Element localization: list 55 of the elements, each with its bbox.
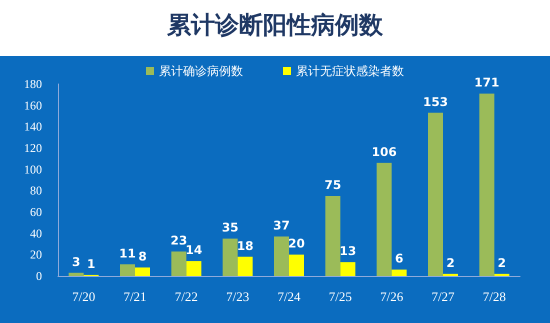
x-tick-label: 7/22 (174, 289, 198, 304)
data-label: 13 (339, 244, 356, 258)
x-tick-label: 7/21 (123, 289, 147, 304)
bar (376, 162, 392, 276)
bar (325, 196, 340, 276)
data-label: 18 (236, 238, 254, 253)
y-tick-label: 140 (24, 120, 42, 134)
y-tick-label: 120 (24, 141, 42, 155)
x-tick-label: 7/26 (380, 289, 404, 304)
data-label: 153 (422, 94, 448, 109)
data-label: 3 (72, 254, 80, 269)
bar (68, 272, 84, 276)
bar (135, 267, 150, 276)
data-label: 2 (498, 256, 506, 270)
data-label: 11 (119, 246, 136, 260)
data-label: 23 (170, 233, 188, 248)
y-tick-label: 20 (30, 248, 42, 262)
bar (274, 236, 289, 276)
x-tick-label: 7/28 (482, 289, 506, 304)
bar (222, 238, 238, 276)
x-tick-label: 7/25 (328, 289, 352, 304)
legend-label: 累计无症状感染者数 (296, 64, 404, 78)
bar (392, 270, 407, 276)
bar (340, 262, 356, 276)
x-tick-label: 7/24 (277, 289, 302, 304)
bar (171, 251, 186, 276)
bar (479, 94, 494, 276)
data-label: 35 (222, 220, 239, 235)
y-tick-label: 180 (24, 77, 42, 91)
chart-title: 累计诊断阳性病例数 (166, 11, 384, 39)
bar (120, 264, 135, 276)
x-tick-label: 7/27 (431, 289, 456, 304)
x-tick-label: 7/20 (72, 289, 96, 304)
y-tick-label: 60 (30, 205, 42, 219)
data-label: 37 (273, 218, 290, 233)
data-label: 106 (372, 144, 397, 159)
legend-label: 累计确诊病例数 (159, 64, 243, 78)
x-tick-label: 7/23 (226, 289, 250, 304)
bar (186, 261, 202, 276)
data-label: 2 (446, 256, 455, 270)
data-label: 171 (474, 76, 500, 90)
bar (428, 112, 443, 276)
data-label: 8 (138, 249, 147, 264)
data-label: 20 (288, 236, 305, 251)
data-label: 1 (86, 256, 96, 271)
data-label: 6 (394, 252, 404, 266)
data-label: 75 (324, 178, 342, 192)
y-tick-label: 0 (36, 269, 42, 283)
bar (289, 254, 304, 276)
bar (238, 256, 253, 276)
y-tick-label: 160 (24, 98, 42, 112)
data-label: 14 (185, 243, 202, 258)
y-tick-label: 80 (30, 184, 42, 198)
y-tick-label: 100 (24, 162, 42, 176)
y-tick-label: 40 (30, 226, 42, 240)
